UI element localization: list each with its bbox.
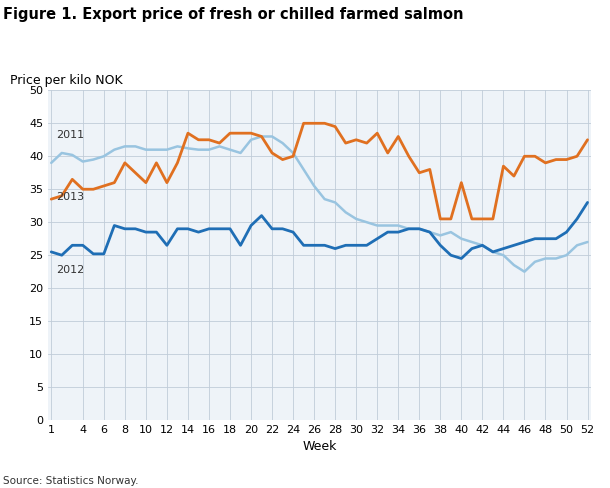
X-axis label: Week: Week <box>302 441 337 453</box>
Text: Source: Statistics Norway.: Source: Statistics Norway. <box>3 476 138 486</box>
Text: Price per kilo NOK: Price per kilo NOK <box>10 74 123 87</box>
Text: Figure 1. Export price of fresh or chilled farmed salmon: Figure 1. Export price of fresh or chill… <box>3 7 464 22</box>
Text: 2013: 2013 <box>57 192 85 203</box>
Text: 2012: 2012 <box>57 265 85 275</box>
Text: 2011: 2011 <box>57 130 85 140</box>
